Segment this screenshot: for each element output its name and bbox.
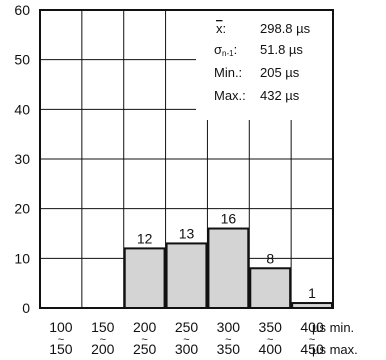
y-tick-label: 40 xyxy=(14,101,30,117)
bar xyxy=(249,267,292,309)
bar xyxy=(123,247,166,309)
x-tick-range-separator: ~ xyxy=(267,334,273,346)
stat-mean-value: 298.8 µs xyxy=(260,21,311,36)
x-tick-label-max: 200 xyxy=(91,341,115,357)
plot-frame xyxy=(39,9,334,309)
x-tick-range-separator: ~ xyxy=(309,334,315,346)
stats-panel: x: 298.8 µs σn-1: 51.8 µs Min.: 205 µs M… xyxy=(214,21,311,103)
x-tick-range-separator: ~ xyxy=(225,334,231,346)
x-tick-label-min: 250 xyxy=(175,319,199,335)
bars xyxy=(123,227,333,310)
x-tick-label-min: 100 xyxy=(49,319,73,335)
unit-max-label: µs max. xyxy=(312,342,358,357)
x-tick-label-max: 250 xyxy=(133,341,157,357)
bar xyxy=(207,227,250,310)
x-tick-label-min: 150 xyxy=(91,319,115,335)
stat-mean-label: x: xyxy=(216,21,226,36)
bar-labels: 12 13 16 8 1 xyxy=(137,211,316,301)
y-tick-label: 0 xyxy=(22,300,30,316)
y-tick-label: 60 xyxy=(14,2,30,18)
x-tick-label-max: 300 xyxy=(175,341,199,357)
bar-value-label: 8 xyxy=(266,250,274,266)
y-tick-label: 10 xyxy=(14,250,30,266)
stat-min-value: 205 µs xyxy=(260,65,300,80)
unit-min-label: µs min. xyxy=(312,320,354,335)
stat-max-value: 432 µs xyxy=(260,88,300,103)
x-tick-label-max: 150 xyxy=(49,341,73,357)
stats-box xyxy=(196,10,333,120)
x-tick-label-min: 400 xyxy=(300,319,324,335)
x-tick-range-separator: ~ xyxy=(58,334,64,346)
y-tick-label: 50 xyxy=(14,52,30,68)
y-axis-ticks: 0 10 20 30 40 50 60 xyxy=(14,2,30,316)
x-tick-range-separator: ~ xyxy=(141,334,147,346)
stat-sigma-value: 51.8 µs xyxy=(260,42,303,57)
y-tick-label: 20 xyxy=(14,201,30,217)
bar-value-label: 12 xyxy=(137,230,153,246)
bar-value-label: 1 xyxy=(308,285,316,301)
x-tick-label-min: 350 xyxy=(259,319,283,335)
x-tick-range-separator: ~ xyxy=(183,334,189,346)
x-tick-range-separator: ~ xyxy=(100,334,106,346)
stat-min-label: Min.: xyxy=(214,65,242,80)
stat-max-label: Max.: xyxy=(214,88,246,103)
bar-value-label: 13 xyxy=(179,225,195,241)
y-tick-label: 30 xyxy=(14,151,30,167)
x-axis-ticks: 100~150150~200200~250250~300300~350350~4… xyxy=(49,319,324,357)
x-tick-label-min: 200 xyxy=(133,319,157,335)
bar-value-label: 16 xyxy=(221,211,237,227)
stat-sigma-label: σn-1: xyxy=(214,42,237,58)
bar xyxy=(165,242,208,309)
x-tick-label-min: 300 xyxy=(217,319,241,335)
x-tick-label-max: 400 xyxy=(259,341,283,357)
x-tick-label-max: 450 xyxy=(300,341,324,357)
x-tick-label-max: 350 xyxy=(217,341,241,357)
